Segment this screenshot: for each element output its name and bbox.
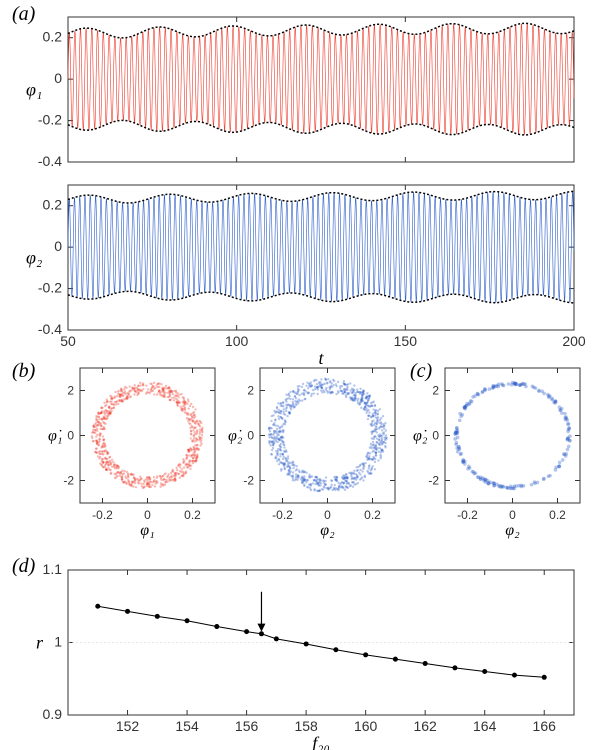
chart-b1-phasespace-phi1: -0.200.2-202φ̇₁φ₁ xyxy=(80,368,215,503)
panel-label-d: (d) xyxy=(12,555,35,578)
ytick-label: -2 xyxy=(428,474,439,488)
xtick-label: 158 xyxy=(294,718,318,734)
ytick-label: 0 xyxy=(54,70,62,86)
panel-label-c: (c) xyxy=(410,360,432,383)
xlabel: φ₁ xyxy=(140,522,154,539)
ylabel: φ̇₁ xyxy=(48,428,62,445)
ylabel: φ̇₂ xyxy=(228,428,243,445)
ytick-label: -0.4 xyxy=(38,153,62,169)
xtick-label: 154 xyxy=(175,718,199,734)
xlabel: φ₂ xyxy=(320,522,335,539)
xtick-label: 0.2 xyxy=(184,508,201,522)
ylabel: φ̇₂ xyxy=(413,428,428,445)
ytick-label: 2 xyxy=(432,384,439,398)
ytick-label: 2 xyxy=(67,384,74,398)
ytick-label: 1.1 xyxy=(43,561,63,577)
ytick-label: -0.2 xyxy=(38,112,62,128)
xtick-label: -0.2 xyxy=(272,508,293,522)
xlabel: f₂₀ xyxy=(312,733,330,750)
chart-d-r-vs-f20: 1521541561581601621641660.911.1rf₂₀ xyxy=(68,570,574,715)
xtick-label: -0.2 xyxy=(92,508,113,522)
xtick-label: 162 xyxy=(413,718,437,734)
chart-b2-phasespace-phi2: -0.200.2-202φ̇₂φ₂ xyxy=(260,368,395,503)
ytick-label: 0 xyxy=(67,429,74,443)
xtick-label: 160 xyxy=(354,718,378,734)
xtick-label: -0.2 xyxy=(457,508,478,522)
ytick-label: 0 xyxy=(432,429,439,443)
ytick-label: 0 xyxy=(247,429,254,443)
ytick-label: -0.2 xyxy=(38,280,62,296)
xtick-label: 0.2 xyxy=(549,508,566,522)
ylabel: φ₂ xyxy=(26,248,42,268)
ytick-label: 0.2 xyxy=(43,29,63,45)
xlabel: φ₂ xyxy=(505,522,520,539)
xtick-label: 0 xyxy=(144,508,151,522)
ytick-label: -2 xyxy=(63,474,74,488)
xtick-label: 100 xyxy=(225,333,249,349)
ytick-label: 0 xyxy=(54,238,62,254)
panel-label-b: (b) xyxy=(12,360,35,383)
xtick-label: 156 xyxy=(235,718,259,734)
xtick-label: 164 xyxy=(473,718,497,734)
panel-label-a: (a) xyxy=(12,3,35,26)
xtick-label: 0 xyxy=(509,508,516,522)
ytick-label: 1 xyxy=(54,634,62,650)
ylabel: φ₁ xyxy=(26,80,42,100)
xtick-label: 50 xyxy=(60,333,76,349)
ytick-label: 0.9 xyxy=(43,706,63,722)
xtick-label: 200 xyxy=(562,333,586,349)
chart-c-phasespace: -0.200.2-202φ̇₂φ₂ xyxy=(445,368,580,503)
ytick-label: 2 xyxy=(247,384,254,398)
xtick-label: 150 xyxy=(394,333,418,349)
xtick-label: 152 xyxy=(116,718,140,734)
xlabel: t xyxy=(318,348,324,368)
chart-a2-phi2: 50100150200-0.4-0.200.2φ₂t xyxy=(68,185,574,330)
ytick-label: -2 xyxy=(243,474,254,488)
chart-a1-phi1: -0.4-0.200.2φ₁ xyxy=(68,17,574,162)
ytick-label: 0.2 xyxy=(43,197,63,213)
ytick-label: -0.4 xyxy=(38,321,62,337)
xtick-label: 0 xyxy=(324,508,331,522)
xtick-label: 0.2 xyxy=(364,508,381,522)
xtick-label: 166 xyxy=(533,718,557,734)
ylabel: r xyxy=(36,633,44,653)
